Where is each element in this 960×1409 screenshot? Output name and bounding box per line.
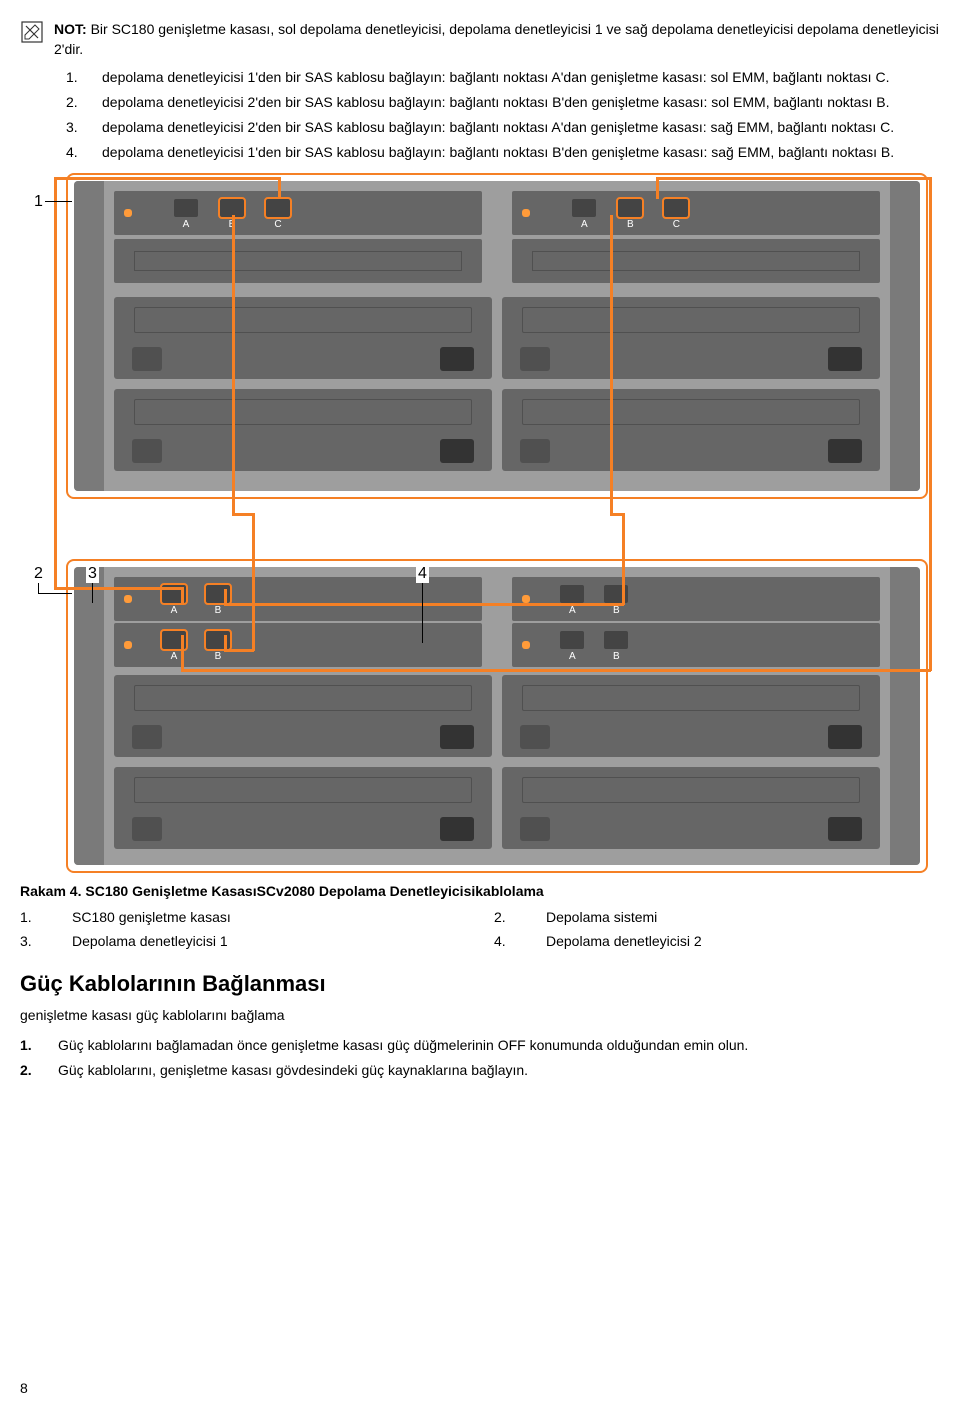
steps-list: 1. depolama denetleyicisi 1'den bir SAS k… (20, 67, 940, 163)
callout-3: 3 (86, 565, 99, 583)
storage-system: A B A B (66, 559, 928, 873)
callout-4: 4 (416, 565, 429, 583)
legend-text: Depolama denetleyicisi 1 (72, 933, 466, 949)
legend-num: 1. (20, 909, 44, 925)
step-number: 1. (20, 1035, 34, 1056)
legend-text: Depolama denetleyicisi 2 (546, 933, 940, 949)
final-step: 1. Güç kablolarını bağlamadan önce genişl… (20, 1035, 940, 1056)
step-item: 4. depolama denetleyicisi 1'den bir SAS k… (66, 142, 940, 163)
port-label: B (215, 651, 222, 662)
legend-num: 2. (494, 909, 518, 925)
step-text: Güç kablolarını, genişletme kasası gövde… (58, 1060, 528, 1081)
storage-controller-1: A B (114, 577, 482, 621)
port-label: A (569, 651, 576, 662)
step-text: depolama denetleyicisi 1'den bir SAS kab… (102, 67, 889, 88)
port-label: A (569, 605, 576, 616)
port-label: B (627, 219, 634, 230)
note-block: NOT: Bir SC180 genişletme kasası, sol de… (20, 20, 940, 59)
step-number: 2. (66, 92, 78, 113)
port-label: A (581, 219, 588, 230)
step-text: Güç kablolarını bağlamadan önce genişlet… (58, 1035, 748, 1056)
cabling-diagram: 1 2 3 4 A B C (66, 173, 940, 873)
legend-num: 4. (494, 933, 518, 949)
psu (502, 389, 880, 471)
figure-caption: Rakam 4. SC180 Genişletme KasasıSCv2080 … (20, 883, 940, 899)
cable-1 (181, 589, 184, 605)
callout-1: 1 (32, 193, 45, 211)
expansion-enclosure: A B C A B C (66, 173, 928, 499)
note-body: Bir SC180 genişletme kasası, sol depolam… (54, 21, 939, 57)
left-emm: A B C (114, 191, 482, 235)
note-label: NOT: (54, 21, 87, 37)
section-heading: Güç Kablolarının Bağlanması (20, 971, 940, 997)
port-label: B (215, 605, 222, 616)
port-label: B (613, 651, 620, 662)
port-label: A (171, 605, 178, 616)
cable-3 (181, 635, 184, 671)
step-text: depolama denetleyicisi 1'den bir SAS kab… (102, 142, 894, 163)
psu (114, 297, 492, 379)
step-item: 2. depolama denetleyicisi 2'den bir SAS k… (66, 92, 940, 113)
final-steps: 1. Güç kablolarını bağlamadan önce genişl… (20, 1035, 940, 1081)
legend-text: Depolama sistemi (546, 909, 940, 925)
psu (114, 389, 492, 471)
step-number: 1. (66, 67, 78, 88)
psu (114, 675, 492, 757)
psu (114, 767, 492, 849)
step-item: 1. depolama denetleyicisi 1'den bir SAS k… (66, 67, 940, 88)
note-icon (20, 20, 44, 44)
right-emm: A B C (512, 191, 880, 235)
legend-text: SC180 genişletme kasası (72, 909, 466, 925)
page-number: 8 (20, 1380, 28, 1396)
port-label: C (673, 219, 680, 230)
note-text: NOT: Bir SC180 genişletme kasası, sol de… (54, 20, 940, 59)
final-step: 2. Güç kablolarını, genişletme kasası göv… (20, 1060, 940, 1081)
figure-legend: 1. SC180 genişletme kasası 2. Depolama s… (20, 909, 940, 949)
psu (502, 767, 880, 849)
legend-num: 3. (20, 933, 44, 949)
step-number: 3. (66, 117, 78, 138)
step-number: 2. (20, 1060, 34, 1081)
step-item: 3. depolama denetleyicisi 2'den bir SAS k… (66, 117, 940, 138)
port-label: A (183, 219, 190, 230)
step-number: 4. (66, 142, 78, 163)
step-text: depolama denetleyicisi 2'den bir SAS kab… (102, 117, 894, 138)
port-label: C (274, 219, 281, 230)
callout-2: 2 (32, 565, 45, 583)
psu (502, 675, 880, 757)
port-label: B (613, 605, 620, 616)
psu (502, 297, 880, 379)
section-subtext: genişletme kasası güç kablolarını bağlam… (20, 1007, 940, 1023)
port-label: A (171, 651, 178, 662)
storage-controller-2: A B (114, 623, 482, 667)
step-text: depolama denetleyicisi 2'den bir SAS kab… (102, 92, 889, 113)
